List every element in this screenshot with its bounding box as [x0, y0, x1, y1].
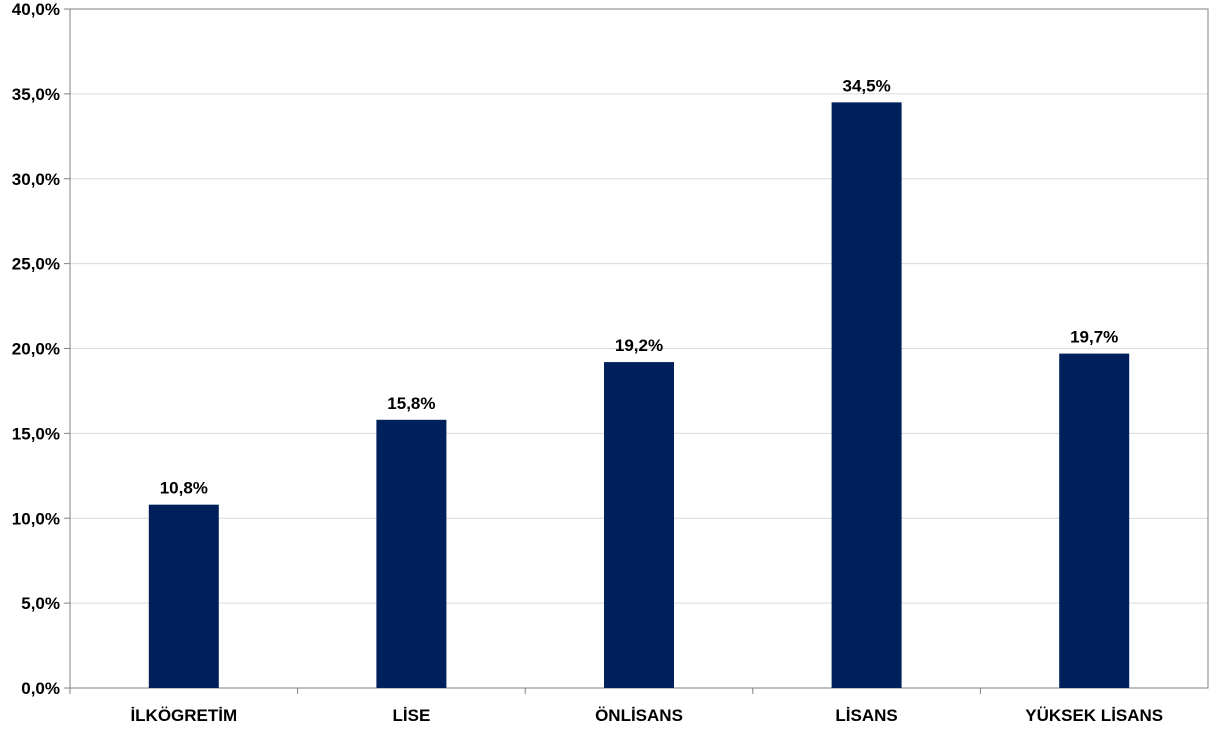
- bar: [831, 102, 902, 689]
- x-category-label: ÖNLİSANS: [595, 706, 683, 725]
- x-category-label: İLKÖGRETİM: [130, 706, 237, 725]
- x-category-label: LİSANS: [835, 706, 897, 725]
- bar: [604, 362, 674, 688]
- data-label: 19,2%: [615, 336, 663, 355]
- x-category-label: YÜKSEK LİSANS: [1025, 706, 1163, 725]
- data-label: 19,7%: [1070, 328, 1118, 347]
- bar: [1059, 353, 1130, 688]
- y-tick-label: 35,0%: [12, 85, 60, 104]
- y-tick-label: 20,0%: [12, 340, 60, 359]
- y-tick-label: 15,0%: [12, 424, 60, 443]
- x-category-label: LİSE: [393, 706, 431, 725]
- bars: [148, 102, 1130, 689]
- labels: 0,0% 5,0% 10,0% 15,0% 20,0% 25,0% 30,0% 35,0% 40…: [12, 0, 1163, 725]
- data-label: 34,5%: [842, 76, 890, 95]
- y-tick-label: 0,0%: [21, 679, 60, 698]
- y-tick-label: 40,0%: [12, 0, 60, 19]
- bar: [148, 504, 219, 688]
- data-label: 15,8%: [387, 394, 435, 413]
- y-tick-label: 25,0%: [12, 255, 60, 274]
- y-tick-label: 10,0%: [12, 509, 60, 528]
- data-label: 10,8%: [160, 479, 208, 498]
- bar: [376, 419, 447, 688]
- y-tick-label: 30,0%: [12, 170, 60, 189]
- y-tick-label: 5,0%: [21, 594, 60, 613]
